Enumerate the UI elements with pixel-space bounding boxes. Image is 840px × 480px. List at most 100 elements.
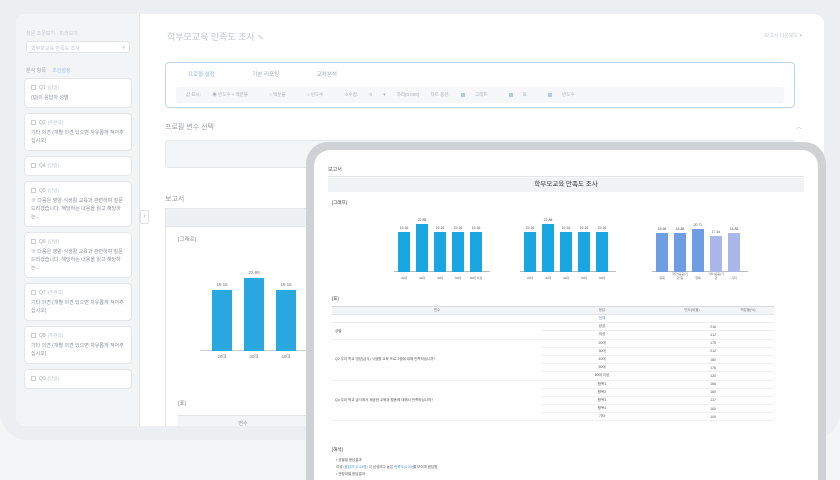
chevron-up-icon[interactable]: ︿ <box>795 125 802 131</box>
question-type: (단일) <box>47 376 59 381</box>
bar-category-label: 40대 <box>562 275 570 280</box>
edit-icon[interactable]: ✎ <box>257 35 264 42</box>
table-item-cell: 여성 <box>542 330 662 340</box>
preview-graph-label: [그래프] <box>332 200 347 205</box>
tab-cross-analysis[interactable]: 교차분석 <box>316 72 337 78</box>
table-row: 30대 212 <box>332 347 774 356</box>
question-checkbox[interactable] <box>31 120 36 126</box>
question-list: Q1 (단일) (Q)의 응답자 성별 Q2 (주관식) 기타 의견 (개별 의견 있으면… <box>24 78 132 394</box>
question-checkbox[interactable] <box>31 333 36 339</box>
question-checkbox[interactable] <box>31 376 36 382</box>
checkbox-table-label: 표 <box>522 92 527 97</box>
chart-bar: 18.88 국가(공공)기관 등 <box>672 227 688 280</box>
bar-value-label: 19.16 <box>561 226 571 231</box>
preview-title: 학부모교육 만족도 조사 <box>328 178 804 192</box>
survey-select-value: 학부모교육 만족도 조사 <box>31 46 80 52</box>
table-row: 기타 100 <box>332 412 774 422</box>
note-text: 여성 <box>336 465 344 469</box>
table-row: Q4 우리 학교 급식에서 제공한 교육과 활동에 대해서 만족하십니까? 항목1… <box>332 380 774 422</box>
radio-freq[interactable]: ○ 빈도수 <box>306 92 324 97</box>
note-line: • 연령대별 응답결과 <box>336 472 365 476</box>
decimal-select[interactable]: 0 ▾ <box>369 92 386 97</box>
bar-category-label: 기타 <box>731 275 737 280</box>
note-line: • 성별별 응답결과 <box>336 458 362 462</box>
question-number: Q9 <box>39 376 46 382</box>
checkbox-graph[interactable]: 그래프 <box>460 92 497 97</box>
question-header: Q7 (주관식) <box>31 289 125 297</box>
table-value-cell: 216 <box>662 322 722 332</box>
report-preview-screen: 보고서 학부모교육 만족도 조사 [그래프] 19.16 20대 22.88 30대 1… <box>314 150 818 480</box>
collapse-sidebar-button[interactable]: ‹ <box>140 210 149 224</box>
table-group-cell <box>332 314 542 324</box>
note-text: 를 보이며 응답함. <box>412 465 439 469</box>
table-row: 60대 이상 120 <box>332 371 774 381</box>
question-checkbox[interactable] <box>31 290 36 296</box>
sidebar-tabs: 분석 항목 조건설정 <box>26 67 76 74</box>
question-card[interactable]: Q9 (단일) <box>24 369 132 389</box>
table-value-cell: 166 <box>662 380 722 389</box>
table-group-cell: Q4 우리 학교 급식에서 제공한 교육과 활동에 대해서 만족하십니까? <box>332 380 542 422</box>
chart-bar: 19.16 20대 <box>398 226 410 279</box>
question-checkbox[interactable] <box>31 188 36 194</box>
table-row: 항목3 117 <box>332 396 774 406</box>
decimal-format: 자리(0.000) <box>396 92 420 97</box>
question-card[interactable]: Q1 (단일) (Q)의 응답자 성별 <box>24 78 132 108</box>
table-item-cell: 항목1 <box>542 380 662 389</box>
chart-bar: 19.16 20대 <box>524 226 536 279</box>
display-options-row: 값 표시: ◉ 빈도수 + 백분율 ○ 백분율 ○ 빈도수 소수점: 0 ▾ 자… <box>176 87 784 103</box>
download-report-button[interactable]: 보고서 다운로드 ▾ <box>764 33 803 39</box>
table-item-cell: 기타 <box>542 412 662 422</box>
chart-bar: 18.88 기타 <box>728 227 740 279</box>
bar-value-label: 19.16 <box>579 226 589 231</box>
table-value-cell: 160 <box>662 388 722 397</box>
table-pct-cell <box>722 355 774 365</box>
page-title-text: 학부모교육 만족도 조사 <box>167 32 255 42</box>
table-value-cell <box>662 314 722 324</box>
radio-freq-pct-label: 빈도수 + 백분율 <box>217 92 248 97</box>
bar-category-label: 20대 <box>526 275 534 280</box>
table-pct-cell <box>722 347 774 356</box>
divider <box>328 176 804 177</box>
bar-value-label: 19.16 <box>280 281 292 287</box>
question-number: Q7 <box>39 290 46 296</box>
table-item-cell: 항목2 <box>542 388 662 397</box>
chart-bar: 20.71 항목 <box>692 223 704 279</box>
tab-basic-report[interactable]: 기본 리포팅 <box>252 72 280 78</box>
bar-value-label: 19.16 <box>216 281 228 287</box>
question-type: (단일) <box>47 163 59 168</box>
table-pct-cell <box>722 412 774 422</box>
question-text: 기타 의견 (개별 의견 있으면 자유롭게 적어주십시오) <box>31 343 124 357</box>
tab-condition[interactable]: 조건설정 <box>52 68 71 74</box>
question-text: ※ 다음은 영양·식생활 교육과 관련하여 질문드리겠습니다. 해당하는 내용을… <box>31 198 123 220</box>
question-card[interactable]: Q4 (단일) <box>24 156 132 176</box>
bar-value-label: 18.56 <box>657 227 667 232</box>
radio-pct-label: 백분율 <box>273 92 286 97</box>
table-row: 40대 180 <box>332 355 774 365</box>
radio-freq-pct[interactable]: ◉ 빈도수 + 백분율 <box>212 92 248 97</box>
question-text: (Q)의 응답자 성별 <box>31 95 69 101</box>
question-card[interactable]: Q7 (주관식) 기타 의견 (개별 의견 있으면 자유롭게 적어주십시오) <box>24 283 132 321</box>
tab-profile-setting[interactable]: 프로필 설정 <box>188 72 215 78</box>
bar-category-label: 20대 <box>400 275 408 280</box>
note-line: 여성 (응답자 수 54명) 이 남성보다 높은 만족도(4.33)를 보이며 … <box>336 464 438 471</box>
question-card[interactable]: Q8 (주관식) 기타 의견 (개별 의견 있으면 자유롭게 적어주십시오) <box>24 326 132 364</box>
question-header: Q1 (단일) <box>31 84 125 92</box>
question-card[interactable]: Q5 (단일) ※ 다음은 영양·식생활 교육과 관련하여 질문드리겠습니다. 해당… <box>24 181 132 227</box>
table-item-cell: 전체 <box>542 314 662 324</box>
question-checkbox[interactable] <box>31 239 36 245</box>
question-card[interactable]: Q6 (단일) ※ 다음은 영양·식생활 교육과 관련하여 질문드리겠습니다. 해당… <box>24 232 132 278</box>
radio-pct[interactable]: ○ 백분율 <box>269 92 286 97</box>
table-item-cell: 30대 <box>542 347 662 356</box>
checkbox-frequency[interactable]: 빈도수 <box>547 92 584 97</box>
preview-label: 보고서 <box>328 167 342 173</box>
bar-category-label: 국가(공공)기관 등 <box>672 272 688 280</box>
table-item-cell: 항목4 <box>542 404 662 414</box>
checkbox-table[interactable]: 표 <box>508 92 537 97</box>
question-checkbox[interactable] <box>31 163 36 169</box>
question-card[interactable]: Q2 (주관식) 기타 의견 (개별 의견 있으면 자유롭게 적어주십시오) <box>24 113 132 151</box>
bar-category-label: 40대 <box>436 275 444 280</box>
question-checkbox[interactable] <box>31 85 36 91</box>
survey-select[interactable]: 학부모교육 만족도 조사 ▾ <box>26 41 130 53</box>
report-graph-label: [그래프] <box>178 237 197 243</box>
tab-analysis[interactable]: 분석 항목 <box>26 68 46 74</box>
